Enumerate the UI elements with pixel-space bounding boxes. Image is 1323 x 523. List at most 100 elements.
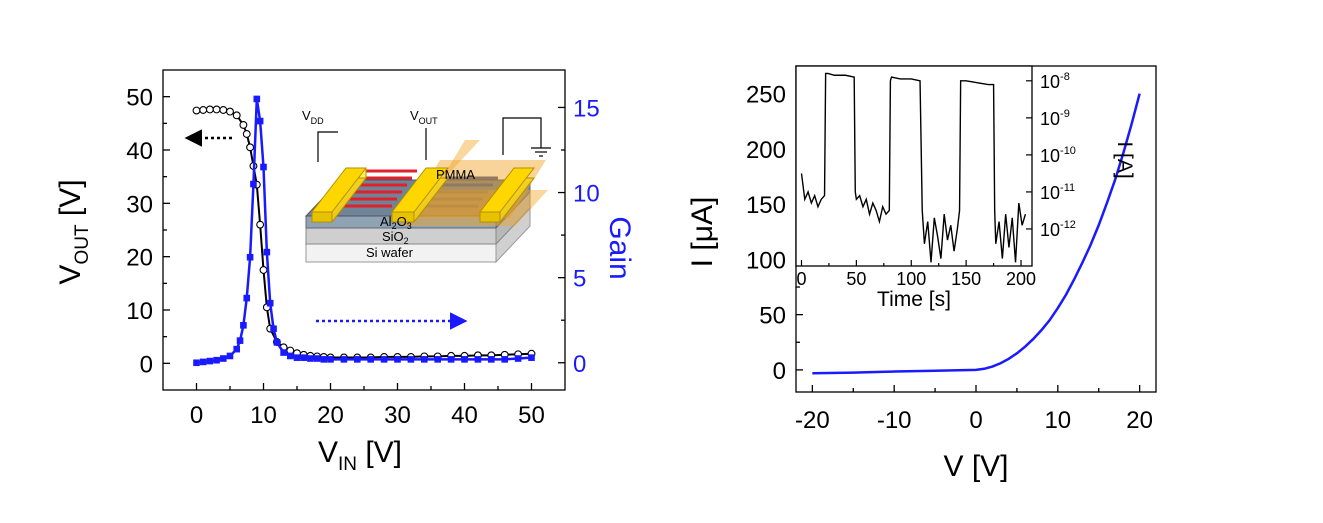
inset-x-tick-label: 100 xyxy=(896,269,926,289)
gain-point xyxy=(236,337,244,344)
x-tick-label: 20 xyxy=(317,402,344,429)
gain-point xyxy=(461,356,468,363)
gain-point xyxy=(240,322,247,329)
x-tick-label: 20 xyxy=(1126,407,1153,434)
y-tick-label: 0 xyxy=(773,358,786,385)
right-x-ticks: -20 -10 0 10 20 xyxy=(795,385,1153,434)
gain-point xyxy=(407,356,415,363)
x-tick-label: 40 xyxy=(451,402,478,429)
inset-x-ticks: 0 50 100 150 200 xyxy=(796,260,1036,289)
iv-line xyxy=(812,93,1141,375)
gain-point xyxy=(501,356,508,363)
vout-point xyxy=(246,143,255,152)
gain-point xyxy=(327,356,334,363)
left-x-ticks: 0 10 20 30 40 50 xyxy=(190,383,545,429)
gain-point xyxy=(213,356,220,364)
gain-point xyxy=(434,356,441,363)
gain-point xyxy=(340,356,348,363)
y-tick-label: 150 xyxy=(746,192,786,219)
gain-point xyxy=(243,294,251,302)
y-tick-label: 50 xyxy=(126,85,153,112)
gain-point xyxy=(250,180,257,188)
gain-point xyxy=(246,253,254,261)
y2-tick-label: 10 xyxy=(573,181,600,208)
vdd-label: VDD xyxy=(302,108,324,126)
gain-point xyxy=(256,117,264,125)
y2-tick-label: 0 xyxy=(573,351,586,378)
y-tick-label: 20 xyxy=(126,245,153,272)
x-tick-label: 10 xyxy=(1044,407,1071,434)
vout-point xyxy=(256,220,265,229)
vout-point xyxy=(232,111,241,120)
channel-stripes-2 xyxy=(425,176,498,208)
gain-point xyxy=(266,299,274,307)
inset-x-tick-label: 200 xyxy=(1006,269,1036,289)
gain-point xyxy=(287,352,294,360)
vout-point xyxy=(239,120,248,129)
al2o3-label: Al2O3 xyxy=(380,214,412,231)
x-tick-label: 50 xyxy=(518,402,545,429)
gain-point xyxy=(293,354,301,361)
gain-point xyxy=(367,356,374,363)
gain-point xyxy=(528,354,535,361)
gain-point xyxy=(488,356,495,363)
vout-point xyxy=(199,106,208,114)
inset-current-line xyxy=(800,72,1027,263)
inset-x-tick-label: 50 xyxy=(846,269,866,289)
vout-point xyxy=(259,266,268,274)
x-tick-label: 0 xyxy=(190,402,203,429)
inset-y-tick-label: 10-10 xyxy=(1040,145,1076,166)
x-tick-label: 30 xyxy=(384,402,411,429)
vout-point xyxy=(226,107,234,116)
y-tick-label: 200 xyxy=(746,137,786,164)
vout-point xyxy=(242,130,251,138)
right-x-axis-label: V [V] xyxy=(943,450,1008,483)
gain-point xyxy=(220,355,227,362)
gain-point xyxy=(313,355,321,362)
inset-x-tick-label: 150 xyxy=(951,269,981,289)
gain-point xyxy=(380,356,388,363)
right-y-axis-label: I [μA] xyxy=(686,197,719,268)
y-tick-label: 50 xyxy=(759,303,786,330)
vout-point xyxy=(192,106,201,115)
inset-y-tick-label: 10-12 xyxy=(1040,219,1076,240)
inset-y-tick-label: 10-11 xyxy=(1040,182,1075,203)
left-y-axis-label: VOUT [V] xyxy=(54,179,93,284)
gain-series xyxy=(193,95,535,367)
inset-x-tick-label: 0 xyxy=(796,269,806,289)
inset-x-axis-label: Time [s] xyxy=(877,288,951,311)
gain-point xyxy=(514,355,522,362)
gain-point xyxy=(193,359,200,367)
right-y-ticks: 0 50 100 150 200 250 xyxy=(746,82,803,385)
left-x-axis-label: VIN [V] xyxy=(318,436,402,475)
pmma-label: PMMA xyxy=(436,167,475,182)
inset-y-ticks: 10-8 10-9 10-10 10-11 10-12 xyxy=(1026,71,1076,240)
iv-series xyxy=(812,93,1141,375)
gain-point xyxy=(307,355,314,362)
gain-point xyxy=(263,248,271,256)
gain-point xyxy=(280,349,287,356)
vout-label: VOUT xyxy=(410,108,438,126)
inset-y-tick-label: 10-8 xyxy=(1040,71,1070,92)
left-y-ticks: 0 10 20 30 40 50 xyxy=(126,85,170,378)
left-y2-ticks: 0 5 10 15 xyxy=(558,95,600,378)
y-tick-label: 250 xyxy=(746,82,786,109)
x-tick-label: 0 xyxy=(969,407,982,434)
gain-point xyxy=(226,352,234,360)
y-tick-label: 40 xyxy=(126,138,153,165)
gain-point xyxy=(394,356,401,363)
gain-point xyxy=(447,356,455,363)
gain-point xyxy=(300,354,307,361)
inset-plot-frame xyxy=(795,65,1033,267)
gain-point xyxy=(253,95,261,103)
gain-point xyxy=(199,358,207,366)
x-tick-label: 10 xyxy=(250,402,277,429)
gain-point xyxy=(474,356,482,363)
left-panel: 0 10 20 30 40 50 0 10 20 30 40 50 0 5 10 15 xyxy=(54,69,636,475)
x-tick-label: -20 xyxy=(795,407,830,434)
inset-y-axis-label: I [A] xyxy=(1113,141,1136,178)
y-tick-label: 10 xyxy=(126,298,153,325)
device-schematic: VDD VOUT Al2O3 SiO2 Si wafer PMMA xyxy=(302,108,551,264)
inset-time-series xyxy=(800,72,1027,263)
